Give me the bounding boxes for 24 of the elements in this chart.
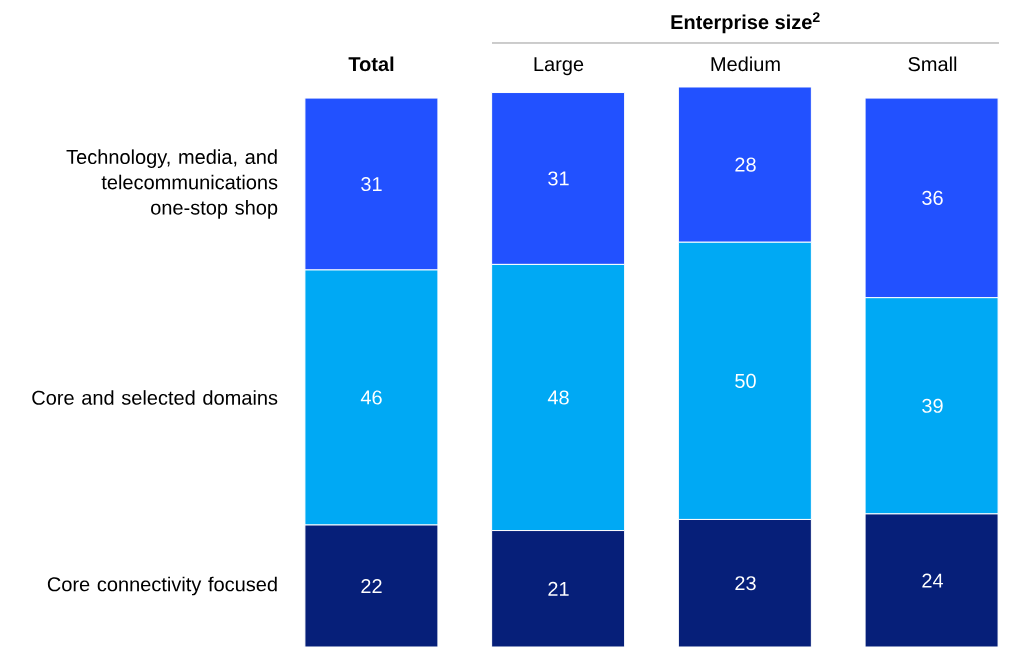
data-label: 21 — [548, 581, 569, 596]
bar — [491, 530, 626, 647]
data-label: 22 — [361, 579, 382, 593]
data-label: 39 — [922, 398, 943, 413]
data-label: 24 — [922, 573, 944, 588]
bar — [677, 518, 812, 647]
data-label: 28 — [735, 157, 756, 172]
series-label: Technology, media, and telecommunications one-stop shop — [66, 149, 278, 219]
x-tick-label: Small — [908, 56, 957, 72]
data-label: 31 — [361, 176, 382, 192]
data-label: 48 — [547, 390, 569, 405]
bar — [304, 524, 439, 647]
bar — [864, 513, 999, 647]
data-label: 50 — [735, 373, 756, 388]
data-label: 31 — [548, 171, 569, 186]
data-label: 36 — [922, 190, 943, 205]
data-label: 46 — [360, 390, 382, 405]
series-label: Core and selected domains — [32, 390, 278, 405]
x-tick-label: Large — [534, 57, 584, 76]
x-tick-label: Medium — [711, 56, 780, 72]
data-label: 23 — [735, 576, 756, 591]
series-label: Core connectivity focused — [47, 576, 277, 596]
text: Enterprise size$^{2}$ — [671, 12, 820, 34]
x-tick-label: Total — [348, 56, 394, 72]
